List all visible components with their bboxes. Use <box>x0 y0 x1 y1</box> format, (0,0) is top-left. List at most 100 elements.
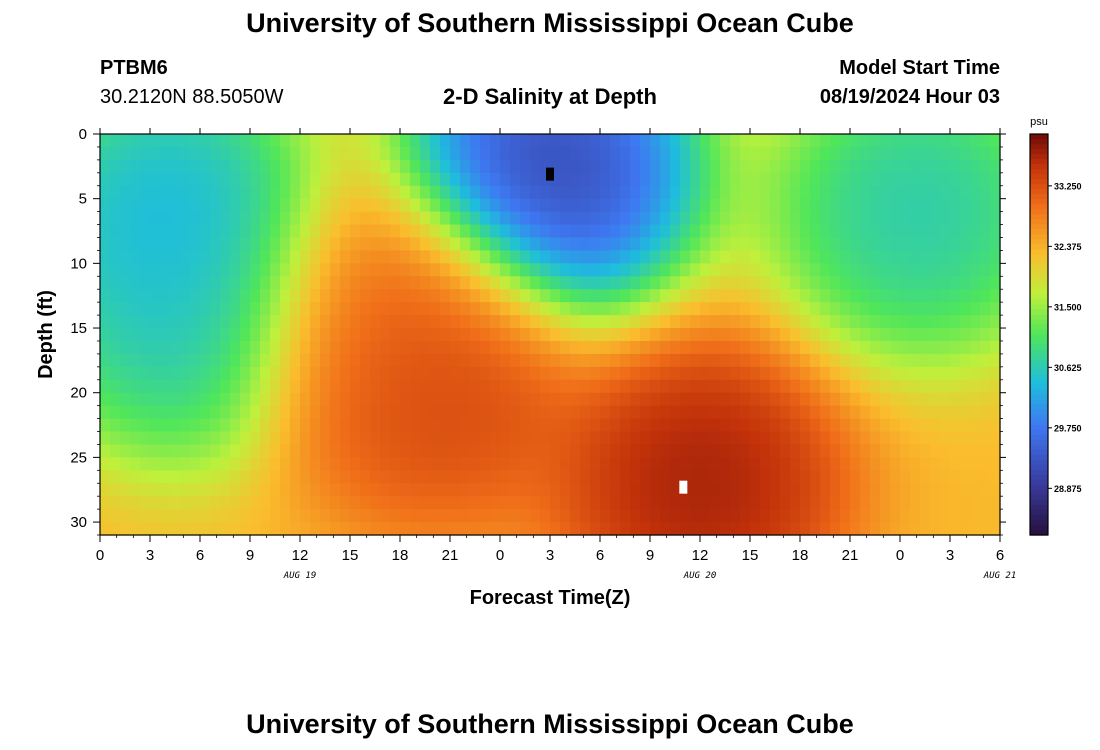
heatmap-cell <box>470 418 481 433</box>
heatmap-cell <box>530 405 541 420</box>
heatmap-cell <box>160 392 171 407</box>
heatmap-cell <box>520 470 531 484</box>
x-tick-label: 0 <box>96 547 104 564</box>
heatmap-cell <box>640 431 651 446</box>
heatmap-cell <box>450 198 461 213</box>
heatmap-cell <box>760 146 771 161</box>
heatmap-cell <box>880 431 891 446</box>
heatmap-cell <box>660 457 671 471</box>
heatmap-cell <box>700 366 711 381</box>
heatmap-cell <box>650 366 661 381</box>
heatmap-cell <box>770 366 781 381</box>
heatmap-cell <box>400 522 411 536</box>
heatmap-cell <box>570 418 581 433</box>
heatmap-cell <box>390 276 401 290</box>
heatmap-cell <box>340 159 351 174</box>
heatmap-cell <box>220 289 231 303</box>
heatmap-cell <box>980 211 991 226</box>
heatmap-cell <box>940 224 951 239</box>
colorbar-cell <box>1030 399 1048 406</box>
heatmap-cell <box>210 405 221 420</box>
heatmap-cell <box>820 146 831 161</box>
heatmap-cell <box>390 366 401 381</box>
heatmap-cell <box>830 289 841 303</box>
heatmap-cell <box>810 496 821 510</box>
colorbar-cell <box>1030 294 1048 301</box>
heatmap-cell <box>630 237 641 252</box>
heatmap-cell <box>460 263 471 277</box>
heatmap-cell <box>960 289 971 303</box>
heatmap-cell <box>550 289 561 303</box>
heatmap-cell <box>830 146 841 161</box>
heatmap-cell <box>240 353 251 368</box>
heatmap-cell <box>580 457 591 471</box>
heatmap-cell <box>960 185 971 200</box>
heatmap-cell <box>360 302 371 316</box>
heatmap-cell <box>300 366 311 381</box>
heatmap-cell <box>110 366 121 381</box>
heatmap-cell <box>590 366 601 381</box>
heatmap-cell <box>560 263 571 277</box>
heatmap-cell <box>260 509 271 523</box>
heatmap-cell <box>420 522 431 536</box>
heatmap-cell <box>900 418 911 433</box>
heatmap-cell <box>620 522 631 536</box>
heatmap-cell <box>940 509 951 523</box>
heatmap-cell <box>430 328 441 342</box>
heatmap-cell <box>830 134 841 148</box>
heatmap-cell <box>140 353 151 368</box>
heatmap-cell <box>560 172 571 187</box>
heatmap-cell <box>790 159 801 174</box>
heatmap-cell <box>760 496 771 510</box>
heatmap-cell <box>490 315 501 329</box>
heatmap-cell <box>390 315 401 329</box>
heatmap-cell <box>750 224 761 239</box>
heatmap-cell <box>470 224 481 239</box>
marker-black <box>546 167 554 181</box>
heatmap-cell <box>760 276 771 290</box>
heatmap-cell <box>520 289 531 303</box>
colorbar-cell <box>1030 244 1048 250</box>
heatmap-cell <box>440 198 451 213</box>
heatmap-cell <box>970 198 981 213</box>
heatmap-cell <box>240 405 251 420</box>
heatmap-cell <box>840 379 851 394</box>
heatmap-cell <box>970 509 981 523</box>
heatmap-cell <box>250 379 261 394</box>
heatmap-cell <box>290 353 301 368</box>
heatmap-cell <box>870 470 881 484</box>
heatmap-cell <box>450 289 461 303</box>
heatmap-cell <box>380 172 391 187</box>
heatmap-cell <box>830 185 841 200</box>
heatmap-cell <box>890 172 901 187</box>
heatmap-cell <box>300 237 311 252</box>
heatmap-cell <box>980 405 991 420</box>
colorbar-cell <box>1030 279 1048 285</box>
heatmap-cell <box>450 134 461 148</box>
heatmap-cell <box>180 340 191 355</box>
heatmap-cell <box>540 276 551 290</box>
heatmap-cell <box>780 392 791 407</box>
heatmap-cell <box>100 211 111 226</box>
heatmap-cell <box>960 211 971 226</box>
heatmap-cell <box>740 483 751 497</box>
heatmap-cell <box>680 405 691 420</box>
heatmap-cell <box>620 302 631 316</box>
heatmap-cell <box>600 276 611 290</box>
heatmap-cell <box>860 405 871 420</box>
heatmap-cell <box>790 211 801 226</box>
heatmap-cell <box>410 185 421 200</box>
heatmap-cell <box>630 379 641 394</box>
heatmap-cell <box>260 146 271 161</box>
heatmap-cell <box>640 392 651 407</box>
heatmap-cell <box>240 224 251 239</box>
heatmap-cell <box>670 392 681 407</box>
heatmap-cell <box>970 340 981 355</box>
heatmap-cell <box>600 302 611 316</box>
heatmap-cell <box>930 470 941 484</box>
heatmap-cell <box>340 496 351 510</box>
heatmap-cell <box>230 172 241 187</box>
heatmap-cell <box>840 444 851 458</box>
heatmap-cell <box>140 418 151 433</box>
heatmap-cell <box>360 134 371 148</box>
